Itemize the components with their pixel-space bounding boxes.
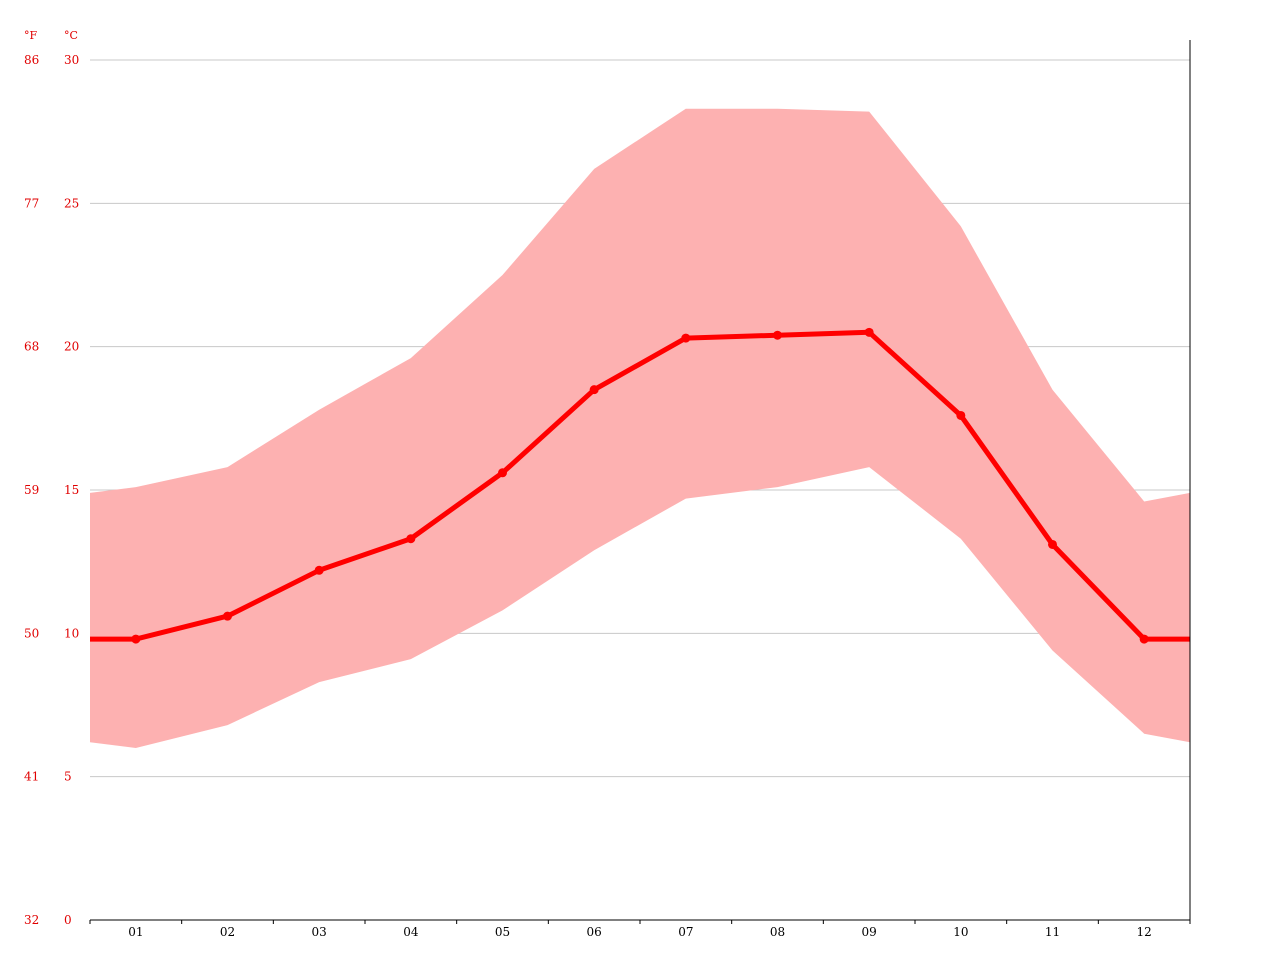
x-tick-label: 07 <box>678 925 693 939</box>
average-point <box>1048 539 1057 549</box>
average-point <box>498 468 507 478</box>
x-tick-label: 01 <box>128 925 143 939</box>
x-tick-label: 12 <box>1137 925 1152 939</box>
axes <box>89 40 1191 924</box>
x-tick-label: 09 <box>862 925 877 939</box>
y-tick-label-fahrenheit: 50 <box>24 626 39 640</box>
celsius-unit-label: °C <box>64 29 78 42</box>
y-tick-label-celsius: 30 <box>64 53 79 67</box>
average-point <box>314 565 324 575</box>
y-tick-label-fahrenheit: 32 <box>24 913 39 927</box>
y-tick-label-celsius: 10 <box>64 626 79 640</box>
temperature-range-band <box>90 108 1190 748</box>
y-tick-label-fahrenheit: 86 <box>24 53 39 67</box>
x-tick-label: 02 <box>220 925 235 939</box>
average-point <box>406 534 416 544</box>
x-tick-label: 04 <box>403 925 419 939</box>
x-tick-label: 11 <box>1045 925 1060 939</box>
y-tick-label-celsius: 5 <box>64 770 72 784</box>
x-tick-label: 06 <box>587 925 602 939</box>
y-tick-label-celsius: 15 <box>64 483 79 497</box>
fahrenheit-unit-label: °F <box>24 29 38 42</box>
x-tick-label: 08 <box>770 925 785 939</box>
y-tick-label-celsius: 0 <box>64 913 72 927</box>
x-tick-label: 05 <box>495 925 510 939</box>
average-point <box>773 330 782 340</box>
y-tick-label-fahrenheit: 68 <box>24 340 39 354</box>
y-tick-label-fahrenheit: 77 <box>24 196 39 210</box>
y-tick-label-fahrenheit: 59 <box>24 483 39 497</box>
average-point <box>681 333 691 343</box>
x-tick-label: 10 <box>953 925 968 939</box>
average-point <box>589 385 599 395</box>
axis-labels: °F °C 0 32 5 41 10 50 15 59 20 68 25 77 30 86 01 02 03 04… <box>24 29 1152 939</box>
average-point <box>1139 634 1149 644</box>
average-temperature-line <box>90 327 1190 644</box>
average-point <box>131 634 141 644</box>
average-line-path <box>90 329 1190 642</box>
x-tick-label: 03 <box>312 925 327 939</box>
range-band-area <box>90 108 1190 748</box>
y-tick-label-celsius: 20 <box>64 340 79 354</box>
y-tick-label-celsius: 25 <box>64 196 79 210</box>
average-point <box>864 327 874 337</box>
average-point <box>223 611 232 621</box>
average-point <box>956 410 966 420</box>
y-tick-label-fahrenheit: 41 <box>24 770 39 784</box>
